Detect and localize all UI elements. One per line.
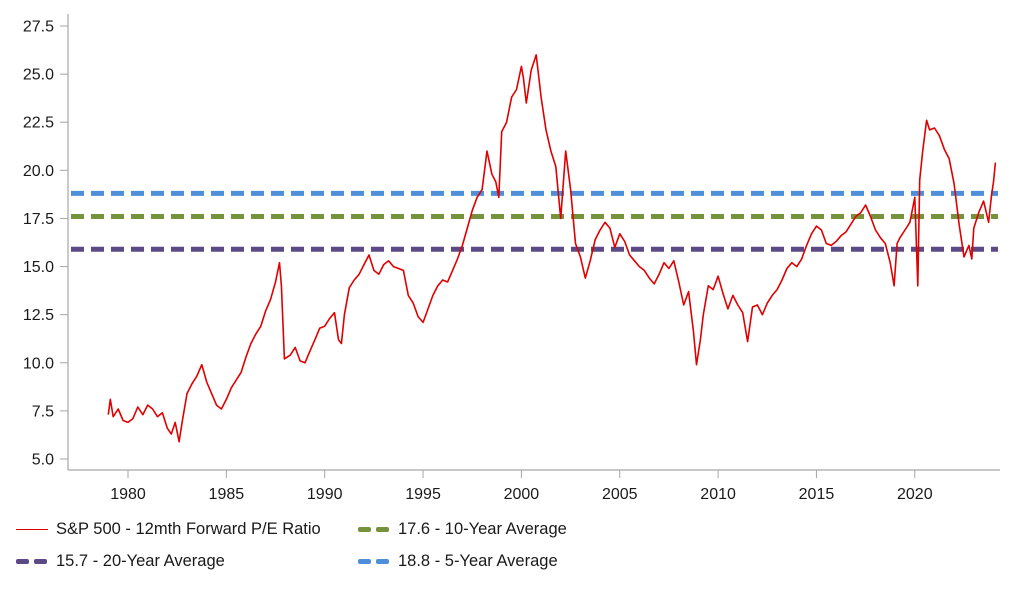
y-tick-label: 15.0 — [23, 259, 54, 276]
y-tick-label: 7.5 — [32, 403, 54, 420]
legend-item-20yr-avg: 15.7 - 20-Year Average — [14, 552, 225, 571]
x-tick-label: 2000 — [504, 486, 540, 503]
pe-ratio-line — [107, 54, 997, 443]
x-tick-label: 1980 — [110, 486, 146, 503]
x-tick-label: 2010 — [700, 486, 736, 503]
y-tick-label: 5.0 — [32, 452, 54, 469]
y-tick-label: 10.0 — [23, 355, 54, 372]
series-layer — [107, 54, 997, 443]
x-tick-label: 2005 — [602, 486, 638, 503]
legend-label: 17.6 - 10-Year Average — [398, 520, 567, 538]
pe-ratio-chart: 5.0 7.5 10.0 12.5 15.0 17.5 20.0 22.5 25.0 27.5 1… — [23, 14, 1000, 503]
legend: S&P 500 - 12mth Forward P/E Ratio 17.6 -… — [0, 518, 1022, 588]
x-axis: 1980 1985 1990 1995 2000 2005 2010 2015 2020 — [68, 469, 1000, 503]
legend-label: 15.7 - 20-Year Average — [56, 552, 225, 570]
legend-swatch-dashed-purple — [14, 557, 50, 567]
y-tick-label: 17.5 — [23, 211, 54, 228]
x-tick-label: 2020 — [897, 486, 933, 503]
y-axis: 5.0 7.5 10.0 12.5 15.0 17.5 20.0 22.5 25.0 27.5 — [23, 14, 69, 470]
y-tick-label: 27.5 — [23, 19, 54, 36]
legend-swatch-dashed-blue — [356, 557, 392, 567]
y-tick-label: 20.0 — [23, 163, 54, 180]
legend-label: 18.8 - 5-Year Average — [398, 552, 558, 570]
x-tick-label: 1985 — [209, 486, 245, 503]
x-tick-label: 1990 — [307, 486, 343, 503]
y-tick-label: 22.5 — [23, 115, 54, 132]
average-lines — [71, 190, 998, 252]
legend-item-10yr-avg: 17.6 - 10-Year Average — [356, 520, 567, 539]
x-tick-label: 2015 — [799, 486, 835, 503]
y-tick-label: 12.5 — [23, 307, 54, 324]
legend-item-pe-ratio: S&P 500 - 12mth Forward P/E Ratio — [14, 520, 321, 539]
legend-swatch-dashed-green — [356, 525, 392, 535]
x-tick-label: 1995 — [405, 486, 441, 503]
legend-label: S&P 500 - 12mth Forward P/E Ratio — [56, 520, 321, 538]
legend-item-5yr-avg: 18.8 - 5-Year Average — [356, 552, 558, 571]
y-tick-label: 25.0 — [23, 67, 54, 84]
legend-swatch-solid-red — [14, 525, 50, 535]
